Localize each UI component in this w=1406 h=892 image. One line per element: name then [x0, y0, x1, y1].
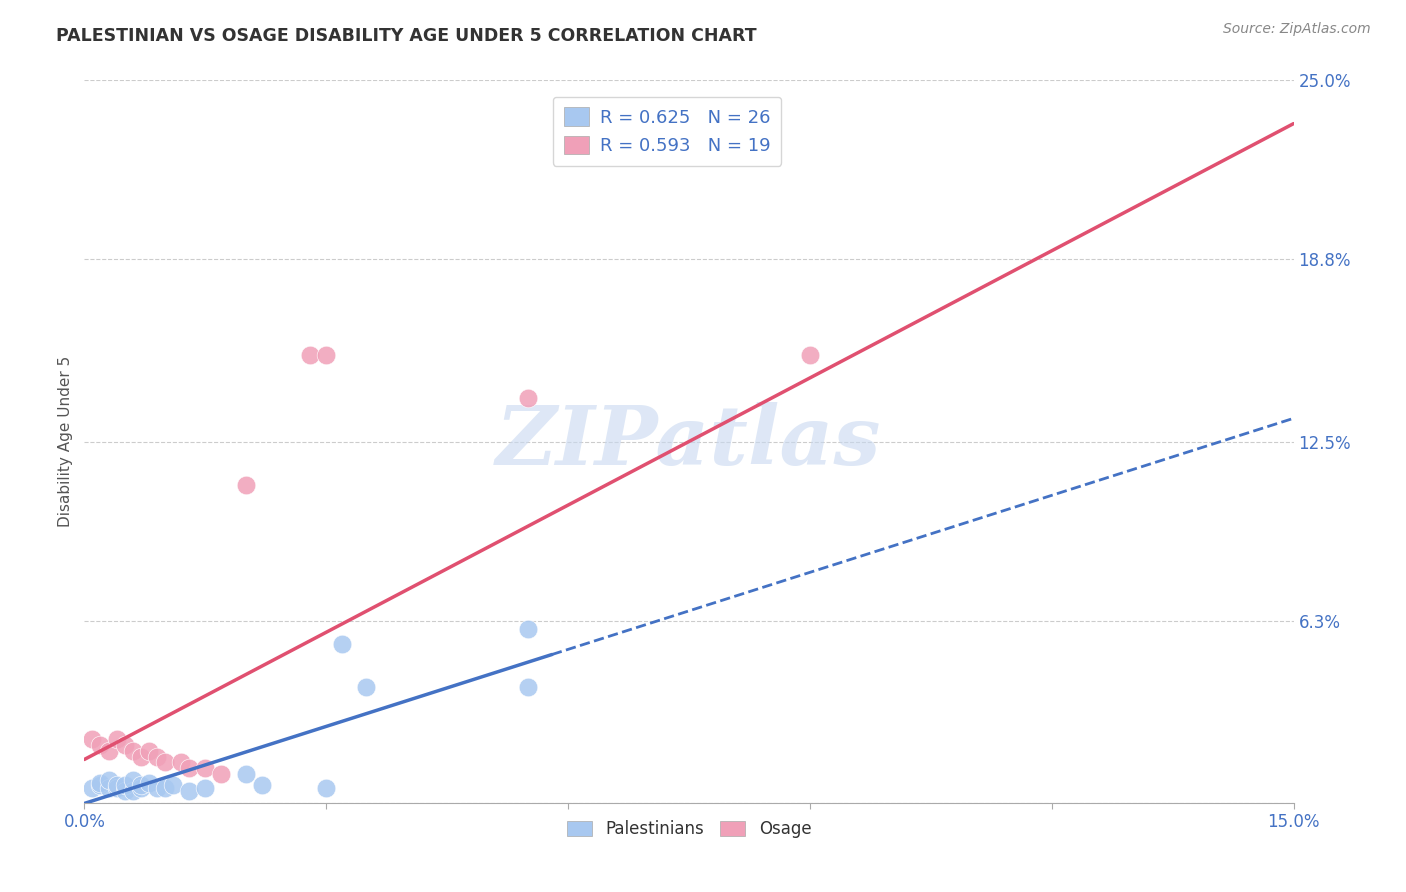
Point: [330, 637, 353, 651]
Point: [97, 781, 120, 796]
Point: [235, 478, 257, 492]
Point: [153, 781, 176, 796]
Point: [114, 779, 136, 793]
Point: [129, 781, 152, 796]
Point: [299, 348, 322, 362]
Point: [82, 732, 104, 747]
Point: [799, 348, 821, 362]
Point: [121, 772, 143, 787]
Y-axis label: Disability Age Under 5: Disability Age Under 5: [58, 356, 73, 527]
Point: [105, 779, 128, 793]
Point: [516, 391, 538, 405]
Point: [516, 623, 538, 637]
Point: [89, 738, 111, 752]
Point: [170, 756, 193, 770]
Point: [209, 767, 232, 781]
Point: [129, 779, 152, 793]
Point: [153, 756, 176, 770]
Point: [114, 738, 136, 752]
Point: [516, 680, 538, 694]
Point: [194, 781, 217, 796]
Point: [194, 761, 217, 775]
Legend: Palestinians, Osage: Palestinians, Osage: [560, 814, 818, 845]
Point: [82, 781, 104, 796]
Point: [250, 779, 273, 793]
Point: [89, 775, 111, 789]
Point: [114, 784, 136, 798]
Point: [315, 348, 337, 362]
Point: [97, 772, 120, 787]
Text: Source: ZipAtlas.com: Source: ZipAtlas.com: [1223, 22, 1371, 37]
Point: [162, 779, 184, 793]
Point: [356, 680, 378, 694]
Point: [146, 781, 169, 796]
Point: [146, 749, 169, 764]
Point: [121, 784, 143, 798]
Point: [105, 781, 128, 796]
Point: [89, 779, 111, 793]
Point: [105, 732, 128, 747]
Point: [129, 749, 152, 764]
Text: PALESTINIAN VS OSAGE DISABILITY AGE UNDER 5 CORRELATION CHART: PALESTINIAN VS OSAGE DISABILITY AGE UNDE…: [56, 27, 756, 45]
Point: [315, 781, 337, 796]
Text: ZIPatlas: ZIPatlas: [496, 401, 882, 482]
Point: [97, 744, 120, 758]
Point: [138, 775, 160, 789]
Point: [138, 744, 160, 758]
Point: [179, 784, 201, 798]
Point: [179, 761, 201, 775]
Point: [121, 744, 143, 758]
Point: [235, 767, 257, 781]
